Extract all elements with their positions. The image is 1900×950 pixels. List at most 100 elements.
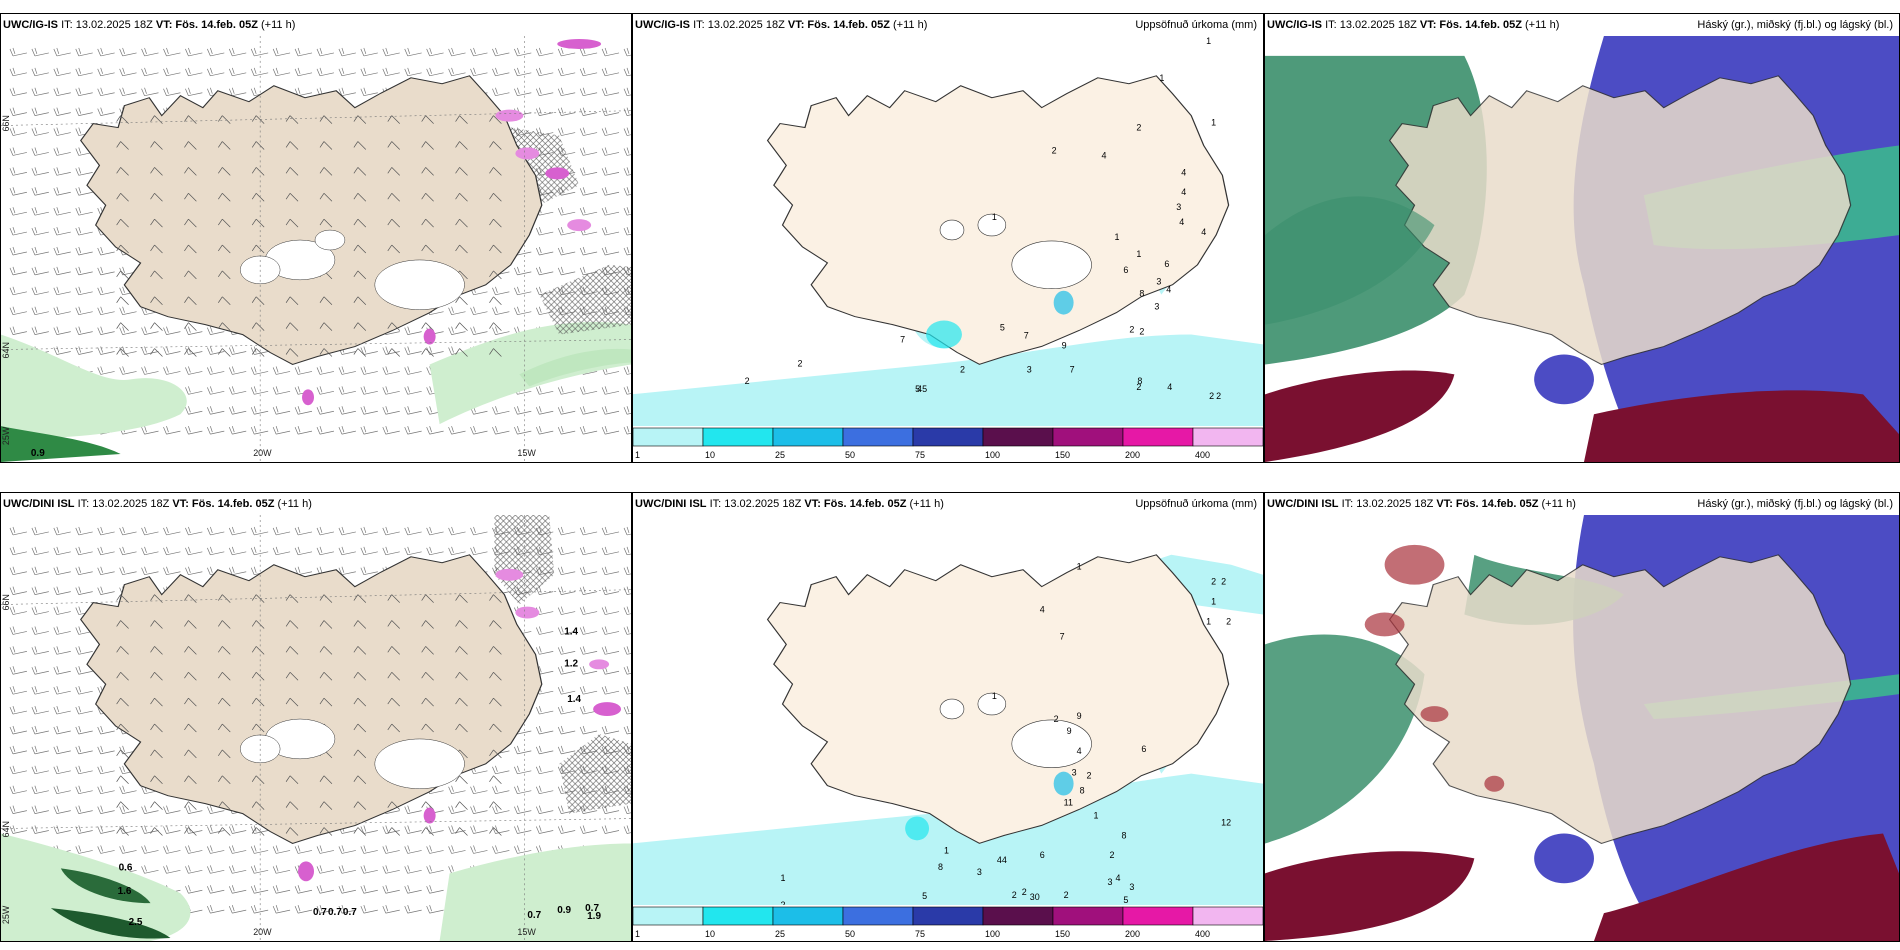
wind-barb — [382, 47, 400, 57]
lon-label-15: 15W — [517, 927, 536, 937]
wind-barb — [75, 566, 93, 576]
wind-barb — [421, 697, 434, 707]
wind-barb — [360, 87, 378, 97]
wind-barb — [218, 167, 231, 176]
wind-barb — [250, 526, 269, 536]
wind-barb — [404, 845, 422, 854]
legend-swatch — [633, 427, 704, 447]
wind-barb — [285, 594, 299, 603]
wind-barb — [53, 127, 71, 136]
wind-barb — [360, 566, 378, 576]
precip-map: 1 2 2 1 1 2 4 7 1 2 9 9 4 3 6 2 8 11 12 1 8 2 6 4 3 1 8 3 2 30 44 3 2 2 5 5… — [633, 515, 1263, 905]
wind-barb — [426, 346, 444, 355]
precip-value: 4 — [1179, 217, 1184, 227]
wind-barb — [319, 141, 333, 150]
wind-barb — [421, 620, 434, 629]
wind-value: 0.7 — [343, 907, 357, 918]
wind-barb — [353, 723, 367, 733]
wind-barb — [141, 526, 159, 536]
wind-barb — [150, 620, 163, 629]
wind-barb — [218, 801, 231, 810]
wind-barb — [116, 322, 129, 331]
precip-value: 5 — [1000, 322, 1005, 332]
wind-barb — [455, 672, 468, 681]
wind-barb — [489, 244, 502, 254]
wind-barb — [163, 366, 181, 375]
wind-barb — [116, 218, 129, 228]
wind-barb — [31, 666, 49, 675]
precip-value: 2 — [745, 376, 750, 386]
wind-barb — [116, 296, 129, 305]
wind-barb — [53, 785, 71, 795]
wind-barb — [9, 187, 27, 196]
wind-barb — [251, 672, 265, 681]
wind-barb — [557, 586, 576, 595]
wind-barb — [75, 725, 93, 735]
wind-barb — [404, 546, 422, 556]
wind-barb — [387, 193, 400, 202]
wind-barb — [360, 386, 378, 395]
wind-barb — [360, 366, 378, 375]
legend-label: 150 — [1055, 929, 1070, 939]
precip-value: 2 — [1209, 391, 1214, 401]
wind-barb — [492, 67, 510, 77]
precip-value: 1 — [781, 873, 786, 883]
wind-barb — [470, 526, 488, 536]
wind-barb — [185, 885, 203, 894]
wind-barb — [119, 785, 137, 795]
wind-barb — [53, 606, 71, 615]
legend-label: 25 — [775, 450, 785, 460]
wind-barb — [557, 107, 576, 116]
wind-barb — [557, 266, 576, 276]
wind-barb — [360, 865, 378, 874]
wind-barb — [404, 865, 422, 874]
wind-barb — [448, 306, 466, 316]
wind-value: 1.4 — [564, 626, 578, 637]
legend-label: 400 — [1195, 929, 1210, 939]
wind-barb — [150, 801, 163, 810]
wind-barb — [184, 775, 197, 784]
wind-barb — [141, 47, 159, 57]
wind-barb — [250, 47, 269, 57]
wind-barb — [319, 348, 333, 357]
wind-map: 66N 64N 25W 20W 15W 0.6 1.6 2.5 0.7 0.7 … — [1, 515, 631, 941]
wind-barb — [218, 322, 231, 331]
panel-header: UWC/DINI ISL IT: 13.02.2025 18Z VT: Fös.… — [635, 498, 1257, 510]
wind-barb — [285, 141, 299, 150]
wind-barb — [316, 406, 335, 415]
wind-barb — [514, 805, 532, 814]
wind-barb — [31, 107, 49, 116]
wind-barb — [579, 187, 598, 196]
wind-barb — [31, 546, 49, 556]
precip-value: 4 — [1102, 150, 1107, 160]
wind-barb — [601, 725, 620, 735]
wind-barb — [163, 865, 181, 874]
wind-barb — [272, 905, 291, 914]
wind-barb — [448, 785, 466, 795]
wind-barb — [218, 115, 231, 124]
wind-barb — [601, 586, 620, 595]
precip-value: 2 — [797, 358, 802, 368]
wind-barb — [535, 67, 554, 77]
wind-barb — [338, 366, 356, 375]
wind-barb — [97, 306, 115, 316]
wind-barb — [141, 845, 159, 854]
wind-barb — [116, 723, 129, 733]
wind-barb — [421, 244, 434, 254]
legend-label: 100 — [985, 450, 1000, 460]
wind-barb — [53, 246, 71, 256]
wind-barb — [579, 47, 598, 57]
wind-barb — [338, 47, 356, 57]
wind-barb — [9, 306, 27, 316]
wind-barb — [601, 406, 620, 415]
wind-barb — [116, 801, 129, 810]
precip-value: 8 — [1121, 830, 1126, 840]
wind-barb — [623, 805, 631, 814]
legend-swatch — [982, 906, 1054, 926]
wind-barb — [535, 226, 554, 236]
precip-value: 9 — [1067, 726, 1072, 736]
wind-barb — [75, 107, 93, 116]
wind-barb — [319, 167, 333, 176]
wind-barb — [455, 775, 468, 784]
wind-barb — [97, 765, 115, 775]
